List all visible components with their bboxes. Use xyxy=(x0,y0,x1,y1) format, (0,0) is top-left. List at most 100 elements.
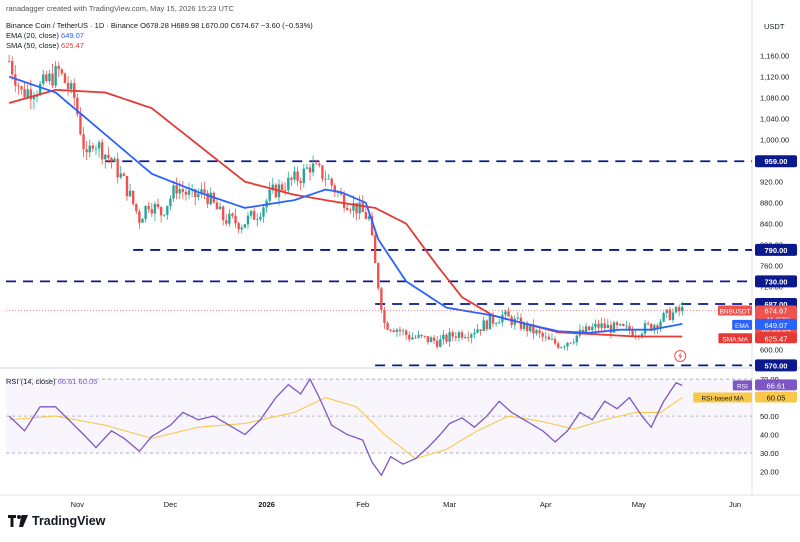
level-price-tag xyxy=(755,243,797,256)
candle-body xyxy=(467,337,470,339)
candle-body xyxy=(426,336,430,343)
candle-body xyxy=(581,329,585,333)
tradingview-logo[interactable]: TradingView xyxy=(8,514,105,528)
candle-body xyxy=(268,189,271,201)
candle-body xyxy=(339,192,343,195)
candle-body xyxy=(591,326,594,331)
candle-body xyxy=(194,189,197,198)
candle-body xyxy=(482,320,485,331)
candle-body xyxy=(395,329,399,333)
candle-body xyxy=(550,339,554,340)
candle-body xyxy=(653,325,656,331)
y-tick-label: 600.00 xyxy=(760,346,783,355)
candle-body xyxy=(386,322,389,330)
candle-body xyxy=(439,339,442,347)
candle-body xyxy=(572,342,575,343)
candle-body xyxy=(346,207,349,210)
candle-body xyxy=(29,89,33,100)
candle-body xyxy=(240,227,243,230)
candle-body xyxy=(560,347,563,349)
x-tick-label: May xyxy=(632,500,646,509)
candle-body xyxy=(237,223,240,230)
rsi-y-tick-label: 30.00 xyxy=(760,449,779,458)
candle-body xyxy=(404,330,408,335)
symbol-title[interactable]: Binance Coin / TetherUS · 1D · Binance xyxy=(6,21,139,30)
candle-body xyxy=(274,184,278,198)
candle-body xyxy=(315,163,318,165)
rsi-legend[interactable]: RSI (14, close) 66.61 60.05 xyxy=(6,377,97,386)
candle-body xyxy=(628,325,631,331)
y-tick-label: 1,160.00 xyxy=(760,52,789,61)
rsi-y-tick-label: 50.00 xyxy=(760,412,779,421)
sma-tag xyxy=(718,333,752,344)
candle-body xyxy=(417,334,420,338)
candle-body xyxy=(166,205,169,215)
candle-body xyxy=(104,154,107,160)
candle-body xyxy=(529,324,532,332)
candle-body xyxy=(249,210,253,216)
candle-body xyxy=(54,65,57,86)
candle-body xyxy=(231,213,234,216)
candle-body xyxy=(311,163,315,173)
candle-body xyxy=(17,85,20,87)
candle-body xyxy=(141,219,144,223)
sma-price-tag xyxy=(755,332,797,344)
candle-body xyxy=(14,74,17,86)
candle-body xyxy=(457,332,461,338)
y-tick-label: 840.00 xyxy=(760,220,783,229)
lightning-icon xyxy=(678,352,683,360)
candle-body xyxy=(60,69,64,74)
candle-body xyxy=(262,207,265,217)
candle-body xyxy=(243,224,247,228)
sma-legend[interactable]: SMA (50, close) 625.47 xyxy=(6,41,84,50)
candle-body xyxy=(615,322,619,326)
candle-body xyxy=(153,204,157,214)
ema-line xyxy=(8,75,683,334)
candle-body xyxy=(82,134,85,150)
candle-body xyxy=(619,324,622,326)
candle-body xyxy=(32,96,36,100)
candle-body xyxy=(367,216,371,219)
candle-body xyxy=(91,145,95,149)
candle-body xyxy=(107,154,110,159)
candle-body xyxy=(575,335,578,343)
currency-label[interactable]: USDT xyxy=(764,22,785,31)
rsi-price-value: 66.61 xyxy=(767,381,786,390)
candle-body xyxy=(640,333,644,337)
level-price-tag xyxy=(755,155,797,168)
candle-body xyxy=(504,311,507,315)
candle-body xyxy=(175,185,178,194)
candle-body xyxy=(280,184,284,191)
candle-body xyxy=(293,171,296,180)
x-tick-label: Dec xyxy=(164,500,178,509)
level-price-label: 570.00 xyxy=(765,361,788,370)
candle-body xyxy=(491,315,495,324)
candle-body xyxy=(609,324,613,333)
candle-body xyxy=(342,194,346,208)
candle-body xyxy=(203,189,206,194)
candle-body xyxy=(600,323,603,328)
candle-body xyxy=(429,337,433,343)
candle-body xyxy=(122,173,126,176)
candle-body xyxy=(494,323,498,325)
candle-body xyxy=(460,332,464,338)
candle-body xyxy=(51,73,54,86)
candle-body xyxy=(79,114,82,135)
candle-body xyxy=(271,184,274,190)
candle-body xyxy=(215,202,219,210)
y-tick-label: 760.00 xyxy=(760,262,783,271)
candle-body xyxy=(563,346,566,348)
sma-price-value: 625.47 xyxy=(765,334,788,343)
candle-body xyxy=(324,178,327,180)
tradingview-icon xyxy=(8,515,28,527)
candle-body xyxy=(305,167,309,169)
candle-body xyxy=(147,205,150,210)
candle-body xyxy=(659,321,662,328)
ema-legend[interactable]: EMA (20, close) 649.07 xyxy=(6,31,84,40)
candle-body xyxy=(246,215,250,225)
candle-body xyxy=(516,317,520,319)
last-price-tag-line: 674.67 xyxy=(765,306,788,315)
candles-group xyxy=(7,54,684,351)
candle-body xyxy=(221,206,225,221)
